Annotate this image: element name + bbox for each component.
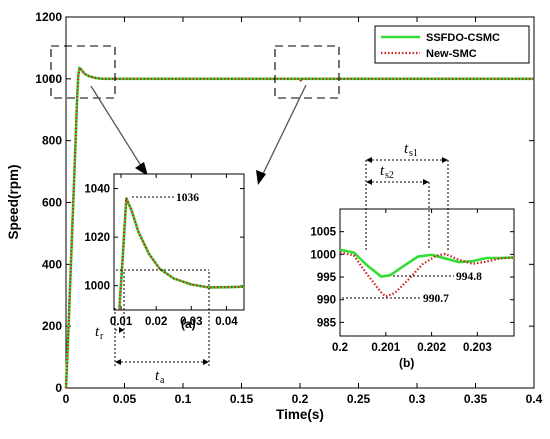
main-ytick-label: 400 bbox=[42, 257, 62, 271]
zoom-arrowhead-b bbox=[256, 170, 266, 185]
inset-a-x-ticks: 0.01 0.02 0.03 0.04 bbox=[110, 174, 238, 328]
inset-b-xtick-label: 0.2 bbox=[332, 342, 348, 354]
inset-a-ta-arrowhead-right bbox=[203, 359, 209, 365]
zoom-arrowhead-a bbox=[135, 162, 148, 176]
inset-a-tr-label: t bbox=[95, 324, 100, 340]
inset-a-ta-arrowhead-left bbox=[115, 359, 121, 365]
main-x-ticks: 0 0.05 0.1 0.15 0.2 0.25 0.3 0.35 0.4 bbox=[63, 17, 543, 406]
main-ytick-label: 800 bbox=[42, 134, 62, 148]
inset-b-ytick-label: 990 bbox=[317, 295, 336, 307]
inset-b-frame bbox=[339, 208, 515, 337]
inset-a-series-new-smc bbox=[118, 197, 245, 311]
main-ytick-label: 1200 bbox=[35, 10, 62, 24]
inset-b-xtick-label: 0.202 bbox=[417, 342, 446, 354]
inset-b-min2-label: 990.7 bbox=[423, 293, 449, 305]
inset-a-y-ticks: 1000 1020 1040 bbox=[84, 184, 244, 293]
inset-b-ts2-label: t bbox=[380, 163, 385, 179]
main-xtick-label: 0.3 bbox=[409, 392, 426, 406]
inset-b-ts1-arrowhead-left bbox=[366, 157, 372, 163]
inset-b-xtick-label: 0.201 bbox=[371, 342, 400, 354]
main-ytick-label: 600 bbox=[42, 196, 62, 210]
inset-b-ts2-arrowhead-left bbox=[366, 179, 372, 185]
legend: SSFDO-CSMC New-SMC bbox=[374, 25, 530, 64]
inset-a-ta-sub: a bbox=[160, 375, 165, 386]
inset-b-ts2-sub: s2 bbox=[385, 170, 394, 181]
inset-b-x-ticks: 0.2 0.201 0.202 0.203 bbox=[332, 209, 492, 354]
inset-b-series-ssfdo-csmc bbox=[339, 248, 515, 278]
inset-b-y-ticks: 985 990 995 1000 1005 bbox=[310, 227, 514, 329]
inset-b-ytick-label: 1005 bbox=[310, 227, 336, 239]
inset-b-ts2-arrowhead-right bbox=[423, 179, 429, 185]
inset-a-ytick-label: 1040 bbox=[84, 184, 110, 196]
inset-a-series-group bbox=[117, 196, 245, 311]
main-y-ticks: 0 200 400 600 800 1000 1200 bbox=[35, 10, 534, 395]
legend-box bbox=[374, 25, 530, 64]
legend-label-newsmc: New-SMC bbox=[426, 48, 477, 60]
inset-b-ytick-label: 1000 bbox=[310, 249, 336, 261]
inset-b: 985 990 995 1000 1005 0.2 0.201 0.202 0.203 t s… bbox=[310, 141, 515, 370]
main-series-new-smc bbox=[64, 66, 534, 389]
main-series-group bbox=[64, 66, 534, 389]
main-xtick-label: 0.25 bbox=[347, 392, 371, 406]
main-ytick-label: 1000 bbox=[35, 72, 62, 86]
inset-b-ts1-label: t bbox=[404, 141, 409, 157]
main-xtick-label: 0.4 bbox=[526, 392, 543, 406]
inset-a-panel-tag: (a) bbox=[181, 317, 196, 331]
zoom-arrow-a bbox=[90, 85, 144, 170]
main-xtick-label: 0.15 bbox=[230, 392, 254, 406]
inset-b-ts1-sub: s1 bbox=[409, 148, 418, 159]
main-ytick-label: 200 bbox=[42, 319, 62, 333]
x-axis-label: Time(s) bbox=[276, 407, 324, 422]
inset-b-series-group bbox=[339, 248, 515, 298]
main-xtick-label: 0.05 bbox=[113, 392, 137, 406]
inset-a-ytick-label: 1000 bbox=[84, 281, 110, 293]
main-xtick-label: 0.1 bbox=[175, 392, 192, 406]
inset-a-peak-label: 1036 bbox=[176, 192, 199, 204]
inset-b-series-new-smc bbox=[339, 251, 515, 298]
inset-a-xtick-label: 0.03 bbox=[180, 316, 202, 328]
inset-a-tr-sub: r bbox=[100, 331, 104, 342]
inset-a-ytick-label: 1020 bbox=[84, 232, 110, 244]
y-axis-label: Speed(rpm) bbox=[6, 164, 21, 239]
inset-a-ta-label: t bbox=[155, 368, 160, 384]
inset-b-ts1-arrowhead-right bbox=[442, 157, 448, 163]
main-xtick-label: 0.2 bbox=[292, 392, 309, 406]
legend-label-ssfdo: SSFDO-CSMC bbox=[426, 32, 500, 44]
inset-a: 1000 1020 1040 0.01 0.02 0.03 0.04 1036 t r t… bbox=[84, 173, 245, 386]
main-xtick-label: 0.35 bbox=[464, 392, 488, 406]
main-ytick-label: 0 bbox=[55, 381, 62, 395]
zoom-arrow-b bbox=[260, 84, 307, 179]
inset-a-tr-arrowhead bbox=[119, 327, 124, 333]
zoom-box-a bbox=[50, 45, 116, 99]
inset-a-xtick-label: 0.01 bbox=[110, 316, 133, 328]
inset-b-ytick-label: 985 bbox=[317, 317, 337, 329]
main-xtick-label: 0 bbox=[63, 392, 70, 406]
inset-b-panel-tag: (b) bbox=[399, 356, 414, 370]
inset-a-xtick-label: 0.02 bbox=[145, 316, 167, 328]
inset-b-ytick-label: 995 bbox=[317, 272, 337, 284]
zoom-box-b bbox=[274, 45, 340, 99]
inset-b-min1-label: 994.8 bbox=[456, 271, 482, 283]
inset-b-xtick-label: 0.203 bbox=[463, 342, 492, 354]
inset-a-xtick-label: 0.04 bbox=[215, 316, 238, 328]
